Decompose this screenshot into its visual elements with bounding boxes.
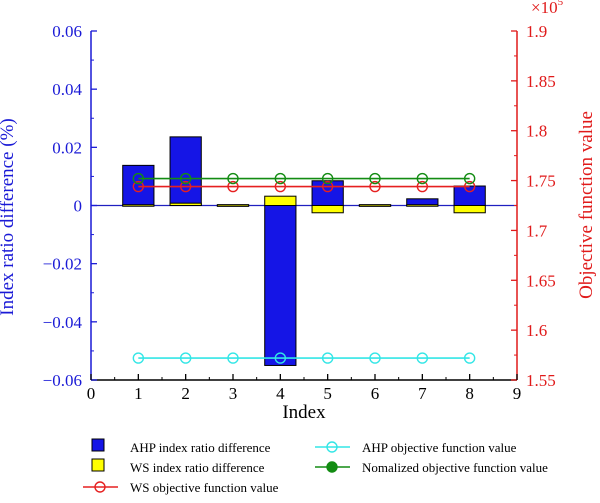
x-tick-label: 7 [418,384,427,403]
normalized-objective-point-1 [132,172,145,185]
y-tick-label: −0.02 [43,255,82,274]
axes-layer: −0.06 −0.04 −0.02 0 0.02 0.04 0.06 1.55 1.6 1.65 1… [43,22,556,403]
x-tick-label: 4 [276,384,285,403]
y2-tick-label: 1.9 [526,22,547,41]
bar-ws-6 [358,204,392,207]
ahp-objective-point-3 [227,352,239,364]
ahp-objective-point-8 [463,352,476,364]
legend-item-1-swatch [91,438,105,452]
y2-tick-label: 1.65 [526,271,556,290]
y2-multiplier: ×105 [531,0,564,17]
bar-ahp-1 [122,164,155,207]
ws-objective-point-4 [274,180,287,193]
bar-ws-3 [216,204,250,207]
y-tick-label: 0.06 [52,22,82,41]
normalized-objective-point-7 [416,172,429,185]
y2-multiplier-exponent: 5 [558,0,564,8]
normalized-objective-point-4 [274,172,287,185]
legend-item-3-label: WS index ratio difference [130,460,265,475]
ahp-objective-point-7 [416,352,429,364]
ws-objective-point-1 [132,180,145,193]
x-tick-label: 1 [134,384,143,403]
y-tick-label: 0 [74,197,83,216]
ahp-objective-point-2 [179,352,192,364]
ws-objective-point-6 [369,180,381,193]
bar-ahp-8 [453,185,486,206]
y2-tick-label: 1.75 [526,172,556,191]
x-tick-label: 0 [87,384,96,403]
y-tick-label: 0.04 [52,80,82,99]
ahp-objective-point-6 [369,352,381,364]
legend: AHP index ratio difference AHP objective … [83,438,548,495]
x-tick-label: 2 [181,384,190,403]
bar-ws-4 [264,195,297,206]
bar-ahp-4 [264,205,297,366]
ws-objective-point-8 [463,180,476,193]
x-tick-label: 8 [465,384,474,403]
legend-item-4-marker [326,461,338,473]
lines-layer [132,172,476,364]
x-tick-label: 3 [229,384,238,403]
x-tick-label: 6 [371,384,380,403]
legend-item-5-label: WS objective function value [130,480,279,495]
ahp-objective-point-5 [321,352,334,364]
y-tick-label: −0.04 [43,313,83,332]
y-tick-label: −0.06 [43,371,82,390]
ws-objective-point-7 [416,180,429,193]
bar-ws-5 [311,205,344,214]
y-tick-label: 0.02 [52,138,82,157]
bar-ws-7 [406,204,439,207]
normalized-objective-point-8 [463,172,476,185]
legend-item-5-marker [94,481,106,493]
legend-item-3-swatch [91,458,105,472]
x-tick-label: 9 [513,384,522,403]
ws-objective-point-2 [179,180,192,193]
legend-item-2-marker [326,441,338,453]
bars-layer [122,136,486,366]
bar-ahp-2 [169,136,202,206]
ahp-objective-point-1 [132,352,145,364]
normalized-objective-point-2 [179,172,192,185]
y2-tick-label: 1.8 [526,122,547,141]
y2-tick-label: 1.55 [526,371,556,390]
x-axis-title: Index [282,402,326,423]
y2-tick-label: 1.85 [526,72,556,91]
y-axis-title: Index ratio difference (%) [0,118,18,315]
legend-item-4-label: Nomalized objective function value [362,460,548,475]
y2-axis-title: Objective function value [576,111,597,299]
bar-ws-1 [122,204,155,207]
bar-ahp-5 [311,180,344,206]
ws-objective-point-5 [321,180,334,193]
legend-item-1-label: AHP index ratio difference [130,440,271,455]
y2-tick-label: 1.7 [526,221,548,240]
bar-ws-8 [453,205,486,214]
ahp-objective-point-4 [274,352,287,364]
legend-item-2-label: AHP objective function value [362,440,517,455]
normalized-objective-point-5 [321,172,334,185]
normalized-objective-point-6 [369,172,381,185]
x-tick-label: 5 [323,384,332,403]
ws-objective-point-3 [227,180,239,193]
normalized-objective-point-3 [227,172,239,185]
bar-ws-2 [169,202,202,207]
y2-tick-label: 1.6 [526,321,547,340]
y2-multiplier-base: ×10 [531,0,558,17]
